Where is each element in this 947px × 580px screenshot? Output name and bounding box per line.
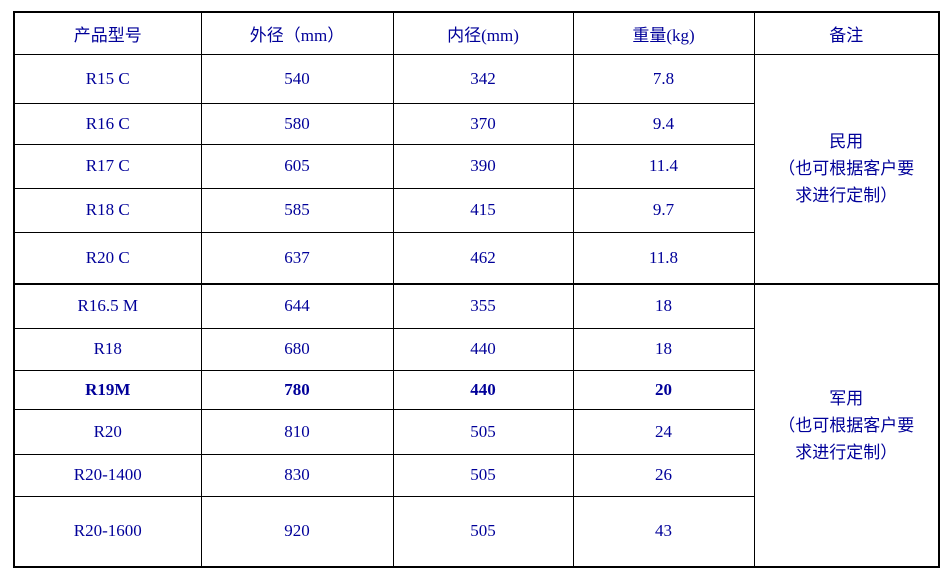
table-row: R20-1600 920 505 43 <box>13 495 939 568</box>
cell-outer-diameter: 920 <box>200 495 394 568</box>
cell-weight: 43 <box>572 495 755 568</box>
remark-cell-civilian: 民用 （也可根据客户要 求进行定制） <box>753 53 940 285</box>
cell-outer-diameter: 810 <box>200 408 394 455</box>
cell-weight: 9.4 <box>572 102 755 145</box>
table-row: R18 C 585 415 9.7 <box>13 187 939 233</box>
table-row: R20 C 637 462 11.8 <box>13 231 939 285</box>
cell-weight: 26 <box>572 453 755 497</box>
cell-weight: 18 <box>572 283 755 329</box>
cell-model: R16 C <box>13 102 202 145</box>
cell-weight: 18 <box>572 327 755 371</box>
header-cell-weight: 重量(kg) <box>572 11 755 55</box>
cell-model: R15 C <box>13 53 202 104</box>
table-row: R17 C 605 390 11.4 <box>13 143 939 189</box>
cell-model: R20-1600 <box>13 495 202 568</box>
cell-model: R20-1400 <box>13 453 202 497</box>
cell-model: R18 C <box>13 187 202 233</box>
cell-weight: 20 <box>572 369 755 410</box>
table-row: R18 680 440 18 <box>13 327 939 371</box>
cell-weight: 9.7 <box>572 187 755 233</box>
table-row: R20 810 505 24 <box>13 408 939 455</box>
table-row-highlighted: R19M 780 440 20 <box>13 369 939 410</box>
cell-inner-diameter: 355 <box>392 283 574 329</box>
cell-outer-diameter: 540 <box>200 53 394 104</box>
cell-weight: 11.8 <box>572 231 755 285</box>
cell-outer-diameter: 830 <box>200 453 394 497</box>
table-row: R16.5 M 644 355 18 军用 （也可根据客户要 求进行定制） <box>13 283 940 568</box>
cell-inner-diameter: 390 <box>392 143 574 189</box>
cell-outer-diameter: 580 <box>200 102 394 145</box>
remark-cell-military: 军用 （也可根据客户要 求进行定制） <box>753 283 940 568</box>
cell-weight: 24 <box>572 408 755 455</box>
cell-outer-diameter: 680 <box>200 327 394 371</box>
cell-inner-diameter: 505 <box>392 453 574 497</box>
cell-weight: 11.4 <box>572 143 755 189</box>
cell-outer-diameter: 644 <box>200 283 394 329</box>
cell-inner-diameter: 440 <box>392 327 574 371</box>
table-row: R20-1400 830 505 26 <box>13 453 939 497</box>
cell-inner-diameter: 370 <box>392 102 574 145</box>
header-cell-model: 产品型号 <box>13 11 202 55</box>
cell-outer-diameter: 780 <box>200 369 394 410</box>
header-cell-inner-diameter: 内径(mm) <box>392 11 574 55</box>
cell-model: R17 C <box>13 143 202 189</box>
cell-inner-diameter: 462 <box>392 231 574 285</box>
cell-model: R20 <box>13 408 202 455</box>
table-row: R16 C 580 370 9.4 <box>13 102 939 145</box>
cell-inner-diameter: 415 <box>392 187 574 233</box>
cell-model: R18 <box>13 327 202 371</box>
cell-model: R19M <box>13 369 202 410</box>
cell-outer-diameter: 637 <box>200 231 394 285</box>
cell-inner-diameter: 440 <box>392 369 574 410</box>
cell-outer-diameter: 605 <box>200 143 394 189</box>
table-row: R15 C 540 342 7.8 民用 （也可根据客户要 求进行定制） <box>13 53 940 285</box>
cell-inner-diameter: 505 <box>392 408 574 455</box>
header-cell-remark: 备注 <box>753 11 940 55</box>
cell-model: R16.5 M <box>13 283 202 329</box>
cell-weight: 7.8 <box>572 53 755 104</box>
cell-outer-diameter: 585 <box>200 187 394 233</box>
header-row: 产品型号 外径（mm） 内径(mm) 重量(kg) 备注 <box>13 11 940 55</box>
cell-inner-diameter: 342 <box>392 53 574 104</box>
product-spec-table: 产品型号 外径（mm） 内径(mm) 重量(kg) 备注 R15 C 540 3… <box>13 11 940 568</box>
header-cell-outer-diameter: 外径（mm） <box>200 11 394 55</box>
cell-inner-diameter: 505 <box>392 495 574 568</box>
cell-model: R20 C <box>13 231 202 285</box>
